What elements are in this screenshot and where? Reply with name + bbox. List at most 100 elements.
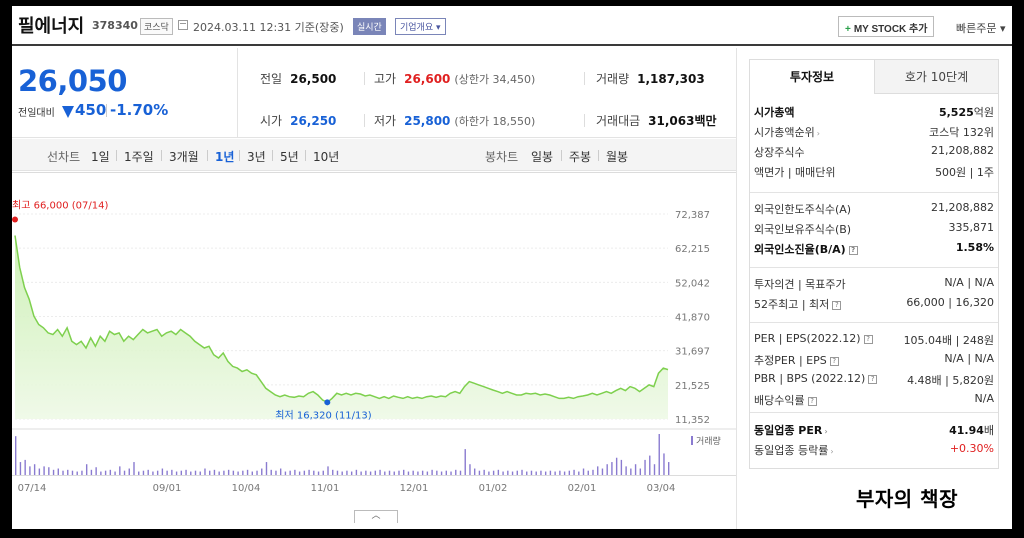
volume-bar [492, 470, 495, 475]
volume-bar [649, 455, 651, 475]
company-overview-button[interactable]: 기업개요 ▾ [395, 18, 446, 35]
volume-bar [218, 471, 220, 475]
volume-bar [407, 471, 410, 475]
volume-bar [625, 466, 627, 475]
help-icon[interactable]: ? [832, 300, 842, 310]
info-value: 21,208,882 [931, 144, 994, 157]
change-percent: -1.70% [110, 101, 169, 119]
info-value: 4.48배 | 5,820원 [907, 374, 994, 387]
volume-bar [568, 470, 571, 475]
stat-high: 고가 26,600 (상한가 34,450) [374, 70, 535, 87]
chart-collapse-toggle[interactable]: ︿ [354, 510, 398, 523]
volume-bar [384, 471, 386, 475]
y-tick-label: 11,352 [675, 415, 710, 426]
volume-bar [549, 470, 552, 475]
divider [750, 192, 998, 193]
help-icon[interactable]: ? [848, 245, 858, 255]
volume-bar [199, 471, 201, 475]
volume-bar [455, 469, 457, 475]
realtime-badge[interactable]: 실시간 [353, 18, 386, 35]
stat-value: 26,250 [290, 114, 337, 128]
period-weekly[interactable]: 주봉 [569, 150, 592, 164]
volume-bar [355, 469, 358, 475]
info-key[interactable]: 동일업종 PER › [754, 424, 828, 437]
tab-order-book[interactable]: 호가 10단계 [874, 60, 998, 94]
stat-label: 거래량 [596, 72, 630, 86]
volume-bar [634, 464, 637, 475]
divider [364, 114, 365, 127]
stat-open: 시가 26,250 [260, 112, 336, 129]
down-triangle-icon [62, 106, 74, 118]
info-key[interactable]: 동일업종 등락률 › [754, 444, 834, 457]
price-line [14, 235, 669, 404]
volume-bar [459, 470, 462, 475]
info-row: 외국인소진율(B/A)? 1.58% [754, 241, 994, 259]
volume-bar [90, 469, 93, 475]
volume-bar [497, 469, 500, 475]
volume-bar [67, 469, 69, 475]
volume-bar [298, 471, 301, 475]
help-icon[interactable]: ? [868, 374, 878, 384]
price-chart-svg: 72,387 62,215 52,042 41,870 31,697 21,525 11,3… [12, 172, 736, 494]
volume-bar [128, 468, 130, 475]
help-icon[interactable]: ? [829, 356, 839, 366]
volume-bar [511, 471, 514, 475]
info-row: 상장주식수 21,208,882 [754, 144, 994, 162]
volume-bar [15, 436, 17, 475]
help-icon[interactable]: ? [863, 334, 873, 344]
period-1d[interactable]: 1일 [91, 150, 110, 164]
period-monthly[interactable]: 월봉 [606, 150, 629, 164]
help-icon[interactable]: ? [807, 396, 817, 406]
volume-bar [417, 471, 419, 475]
period-1y[interactable]: 1년 [215, 150, 235, 164]
volume-bar [478, 470, 481, 475]
low-point-marker [324, 399, 331, 406]
volume-bar [412, 470, 414, 475]
volume-bar [213, 469, 216, 475]
volume-bar [398, 470, 400, 475]
volume-bar [261, 468, 263, 475]
x-tick-label: 03/04 [647, 483, 676, 494]
watermark-text: 부자의 책장 [856, 487, 958, 511]
stat-sub: (상한가 34,450) [454, 73, 536, 86]
volume-bar [275, 470, 277, 475]
period-3m[interactable]: 3개월 [169, 150, 199, 164]
volume-bar [85, 464, 88, 475]
volume-bar [507, 470, 509, 475]
volume-bar [24, 459, 26, 475]
period-1w[interactable]: 1주일 [124, 150, 154, 164]
stat-volume: 거래량 1,187,303 [596, 70, 705, 87]
volume-bar [587, 470, 589, 475]
tab-investment-info[interactable]: 투자정보 [750, 60, 874, 94]
stat-trade-value: 거래대금 31,063백만 [596, 112, 717, 129]
line-chart-label[interactable]: 선차트 [47, 150, 81, 164]
price-chart[interactable]: 72,387 62,215 52,042 41,870 31,697 21,525 11,3… [12, 172, 736, 517]
divider [598, 150, 599, 161]
stat-value: 25,800 [404, 114, 451, 128]
volume-bar [209, 470, 211, 475]
volume-bar [606, 464, 608, 475]
period-3y[interactable]: 3년 [247, 150, 266, 164]
stat-unit: 백만 [694, 114, 717, 128]
info-key[interactable]: 시가총액순위 › [754, 126, 820, 139]
y-tick-label: 41,870 [675, 312, 710, 323]
info-row: 외국인한도주식수(A) 21,208,882 [754, 201, 994, 219]
volume-bar [313, 470, 315, 475]
info-value: 1.58% [955, 241, 994, 254]
volume-bar [540, 470, 542, 475]
info-value: 335,871 [948, 221, 995, 234]
volume-bar [483, 469, 485, 475]
period-5y[interactable]: 5년 [280, 150, 299, 164]
volume-bar [336, 470, 339, 475]
candle-chart-label[interactable]: 봉차트 [485, 150, 519, 164]
volume-bar [521, 469, 523, 475]
info-value: 5,525억원 [938, 106, 994, 119]
mystock-add-button[interactable]: + MY STOCK 추가 [838, 16, 935, 37]
y-tick-label: 62,215 [675, 244, 710, 255]
divider [584, 72, 585, 85]
volume-bar [109, 469, 112, 475]
quick-order-button[interactable]: 빠른주문 ▾ [956, 22, 1006, 35]
volume-bar [346, 470, 348, 475]
period-daily[interactable]: 일봉 [531, 150, 554, 164]
period-10y[interactable]: 10년 [313, 150, 340, 164]
